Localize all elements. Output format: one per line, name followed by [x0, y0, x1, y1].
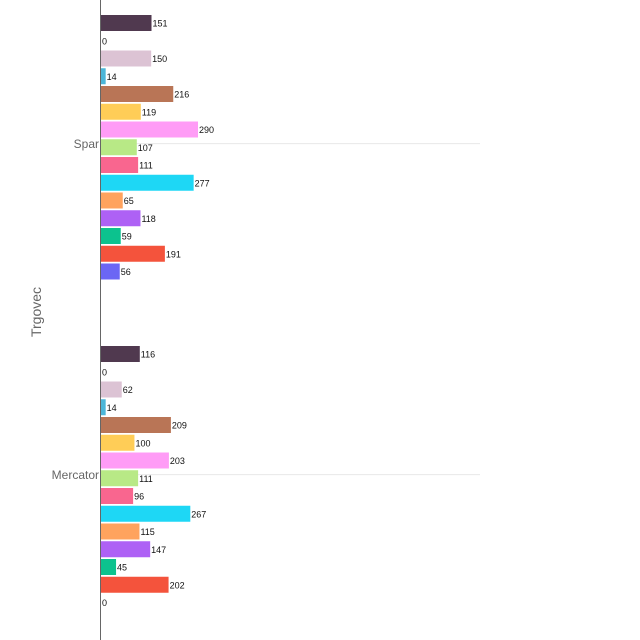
- category-label: Mercator: [52, 468, 99, 482]
- category-labels: Spar Mercator: [52, 137, 99, 482]
- value-label: 209: [172, 421, 187, 431]
- bar: [101, 523, 140, 540]
- value-labels: 151 0 150 14 216 119 290 107 111 277 65 118 59 191 56 1…: [102, 19, 214, 609]
- value-label: 150: [152, 54, 167, 64]
- value-label: 119: [142, 107, 156, 117]
- value-label: 151: [153, 19, 168, 29]
- value-label: 216: [174, 90, 189, 100]
- value-label: 96: [134, 492, 144, 502]
- value-label: 147: [151, 545, 166, 555]
- bar: [101, 86, 174, 102]
- bar: [101, 121, 199, 138]
- value-label: 62: [123, 385, 133, 395]
- value-label: 100: [135, 438, 150, 448]
- bars: [101, 15, 199, 593]
- bar: [101, 103, 141, 120]
- value-label: 0: [102, 598, 107, 608]
- bar: [101, 210, 141, 227]
- value-label: 107: [138, 143, 153, 153]
- bar: [101, 192, 123, 209]
- y-axis-title: Trgovec: [28, 287, 44, 337]
- value-label: 118: [141, 214, 155, 224]
- category-label: Spar: [74, 137, 99, 151]
- value-label: 115: [140, 527, 154, 537]
- value-label: 14: [107, 403, 117, 413]
- value-label: 56: [121, 267, 131, 277]
- bar: [101, 228, 121, 244]
- bar: [101, 381, 122, 398]
- bar: [101, 139, 137, 156]
- gridlines: [101, 143, 480, 476]
- bar: [101, 157, 139, 173]
- bar: [101, 68, 106, 85]
- value-label: 111: [139, 474, 153, 484]
- value-label: 267: [191, 509, 206, 519]
- bar: [101, 346, 140, 362]
- bar: [101, 488, 134, 504]
- value-label: 0: [102, 367, 107, 377]
- value-label: 65: [124, 196, 134, 206]
- value-label: 290: [199, 125, 214, 135]
- bar: [101, 15, 152, 31]
- bar: [101, 434, 135, 451]
- bar: [101, 576, 169, 593]
- value-label: 59: [122, 232, 132, 242]
- value-label: 111: [139, 161, 153, 171]
- bar: [101, 50, 152, 67]
- bar: [101, 399, 106, 416]
- value-label: 203: [170, 456, 185, 466]
- bar: [101, 452, 169, 469]
- value-label: 14: [107, 72, 117, 82]
- value-label: 116: [141, 350, 155, 360]
- bar: [101, 559, 117, 575]
- value-label: 0: [102, 36, 107, 46]
- value-label: 277: [195, 178, 210, 188]
- value-label: 45: [117, 563, 127, 573]
- bar: [101, 174, 194, 191]
- bar: [101, 505, 191, 522]
- bar: [101, 263, 120, 280]
- bar: [101, 245, 165, 262]
- bar: [101, 470, 139, 487]
- value-label: 191: [166, 249, 181, 259]
- bar: [101, 541, 151, 558]
- bar: [101, 417, 171, 433]
- value-label: 202: [170, 580, 185, 590]
